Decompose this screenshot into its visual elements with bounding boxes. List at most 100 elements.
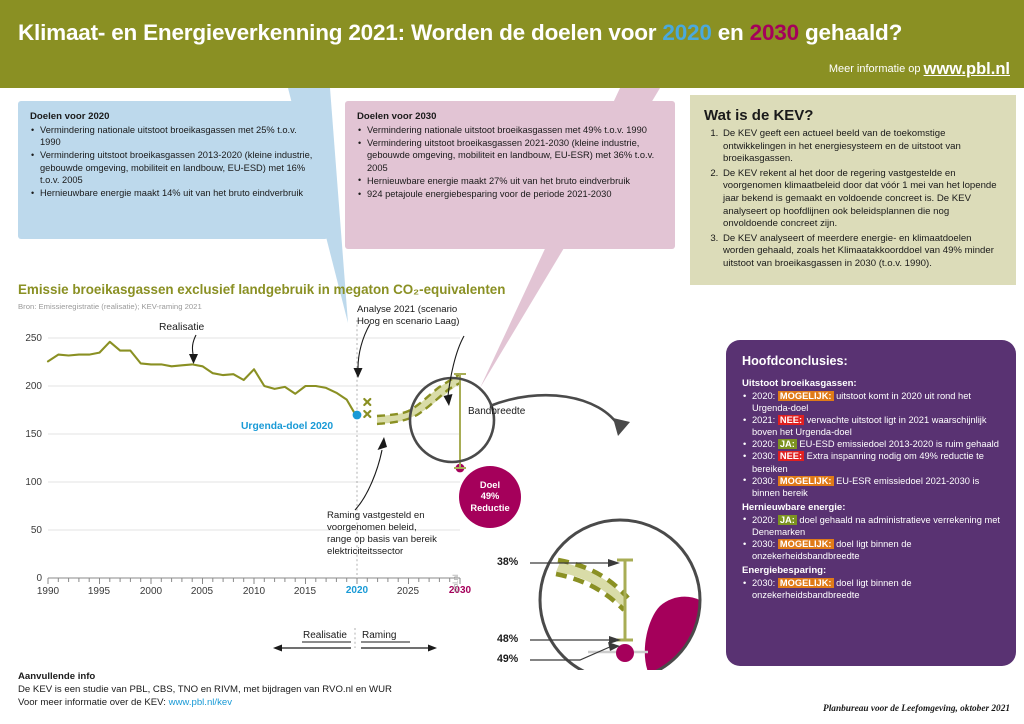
chart-x-axis: [47, 577, 461, 584]
status-badge: MOGELIJK:: [777, 391, 834, 401]
magnifier-label-48: 48%: [497, 633, 519, 645]
bandbreedte-leader: [447, 335, 465, 397]
annotation-analyse-line1: Analyse 2021 (scenario: [357, 304, 458, 315]
item-year: 2030:: [752, 451, 776, 462]
list-item: 2020: JA: EU-ESD emissiedoel 2013-2020 i…: [742, 438, 1000, 450]
item-text: verwachte uitstoot ligt in 2021 waarschi…: [752, 415, 987, 438]
x-tick-2010: 2010: [242, 586, 266, 597]
list-item: De KEV rekent al het door de regering va…: [721, 168, 1002, 231]
x-tick-1990: 1990: [36, 586, 60, 597]
list-item: De KEV analyseert of meerdere energie- e…: [721, 233, 1002, 271]
bandbreedte-arrow: [443, 394, 453, 406]
footer-heading: Aanvullende info: [18, 671, 96, 682]
magnifier-arrowhead: [613, 418, 630, 436]
magnifier-circle-big: [538, 518, 702, 670]
y-tick-250: 250: [25, 333, 42, 344]
annotation-raming-l1: Raming vastgesteld en: [327, 510, 425, 521]
magnifier-label-49: 49%: [497, 653, 519, 665]
urgenda-doel-point: [352, 410, 362, 420]
status-badge: MOGELIJK:: [777, 475, 834, 486]
annotation-bandbreedte: Bandbreedte: [468, 406, 526, 417]
period-span-indicator: Realisatie Raming: [260, 626, 460, 665]
title-text-part2: gehaald?: [798, 20, 903, 45]
item-text: EU-ESR emissiedoel 2021-2030 is binnen b…: [752, 475, 980, 498]
doel-badge-line1: Doel: [479, 479, 501, 490]
raming-leader: [354, 449, 383, 511]
status-badge: MOGELIJK:: [777, 539, 834, 550]
what-is-kev-list: De KEV geeft een actueel beeld van de to…: [704, 128, 1002, 271]
raming-band-upper: [376, 372, 461, 418]
conclusions-heading: Hoofdconclusies:: [742, 354, 848, 368]
pbl-website-link[interactable]: www.pbl.nl: [923, 60, 1010, 78]
status-badge: MOGELIJK:: [777, 578, 834, 589]
x-tick-2020: 2020: [345, 585, 369, 596]
list-item: Vermindering nationale uitstoot broeikas…: [357, 123, 663, 136]
status-badge: JA:: [777, 439, 797, 450]
x-tick-2030: 2030: [448, 585, 472, 596]
list-item: 2020: JA: doel gehaald na administratiev…: [742, 513, 1000, 538]
magnifier-band-lower: [555, 571, 626, 612]
raming-arrow: [377, 437, 387, 450]
title-text-mid: en: [711, 20, 750, 45]
list-item: 2030: MOGELIJK: EU-ESR emissiedoel 2021-…: [742, 474, 1000, 499]
magnifier-band-upper: [557, 557, 630, 600]
realisatie-leader: [191, 334, 197, 355]
conclusions-group-list: 2020: MOGELIJK: uitstoot komt in 2020 ui…: [742, 389, 1000, 499]
list-item: De KEV geeft een actueel beeld van de to…: [721, 128, 1002, 166]
magnifier-label-38: 38%: [497, 556, 519, 568]
doel-49-reductie-badge: Doel 49% Reductie: [459, 466, 521, 528]
magnifier-leaders: [530, 562, 613, 661]
list-item: 2020: MOGELIJK: uitstoot komt in 2020 ui…: [742, 389, 1000, 414]
analyse-arrow: [353, 368, 363, 378]
item-year: 2021:: [752, 415, 776, 426]
footer-line2: Voor meer informatie over de KEV: www.pb…: [18, 697, 232, 708]
raming-band-lower: [376, 381, 461, 426]
item-text: doel ligt binnen de onzekerheidsbandbree…: [752, 539, 912, 562]
item-text: Extra inspanning nodig om 49% reductie t…: [752, 451, 984, 474]
bandbreedte-bar: [454, 373, 466, 469]
conclusions-group-list: 2020: JA: doel gehaald na administratiev…: [742, 513, 1000, 562]
item-text: doel gehaald na administratieve verreken…: [752, 514, 1000, 537]
status-badge: NEE:: [777, 415, 805, 426]
list-item: Hernieuwbare energie maakt 27% uit van h…: [357, 174, 663, 187]
annotation-urgenda-doel: Urgenda-doel 2020: [241, 421, 334, 432]
y-tick-50: 50: [30, 525, 42, 536]
goals-2020-list: Vermindering nationale uitstoot broeikas…: [30, 123, 316, 199]
list-item: 2030: MOGELIJK: doel ligt binnen de onze…: [742, 538, 1000, 562]
realisatie-arrow: [189, 354, 198, 364]
realisatie-line: [46, 340, 359, 419]
pbl-watermark: pbl.nl: [451, 574, 460, 592]
magnifier-connector: [489, 393, 622, 429]
title-text-part1: Klimaat- en Energieverkenning 2021: Word…: [18, 20, 663, 45]
scenario-markers: [363, 397, 372, 419]
what-is-kev-heading: Wat is de KEV?: [704, 107, 814, 124]
page-title: Klimaat- en Energieverkenning 2021: Word…: [18, 20, 902, 46]
x-tick-2005: 2005: [190, 586, 214, 597]
chart-source: Bron: Emissieregistratie (realisatie); K…: [18, 302, 202, 311]
x-tick-2025: 2025: [396, 586, 420, 597]
annotation-raming-l4: elektriciteitssector: [327, 546, 404, 557]
magnifier-band-fill: [556, 562, 625, 610]
status-badge: JA:: [777, 514, 797, 525]
goals-2030-list: Vermindering nationale uitstoot broeikas…: [357, 123, 663, 200]
leader-arrow-48: [609, 636, 621, 644]
chart-gridlines: [48, 337, 460, 531]
item-year: 2020:: [752, 439, 776, 450]
kev-website-link[interactable]: www.pbl.nl/kev: [168, 697, 233, 708]
annotation-raming-l2: voorgenomen beleid,: [327, 522, 417, 533]
goals-2030-box: Doelen voor 2030 Vermindering nationale …: [345, 101, 675, 249]
raming-band-fill: [377, 374, 460, 424]
chart-title: Emissie broeikasgassen exclusief landgeb…: [18, 282, 506, 297]
annotation-realisatie: Realisatie: [159, 322, 205, 333]
y-tick-0: 0: [36, 573, 42, 584]
conclusions-group-title: Uitstoot broeikasgassen:: [742, 378, 857, 389]
item-year: 2020:: [752, 391, 776, 401]
title-year-2030: 2030: [749, 20, 799, 45]
more-info-label: Meer informatie op: [828, 63, 921, 75]
list-item: 2021: NEE: verwachte uitstoot ligt in 20…: [742, 414, 1000, 438]
footer-line1: De KEV is een studie van PBL, CBS, TNO e…: [18, 684, 392, 695]
list-item: Vermindering uitstoot broeikasgassen 202…: [357, 137, 663, 174]
title-year-2020: 2020: [662, 20, 712, 45]
item-year: 2030:: [752, 539, 776, 550]
